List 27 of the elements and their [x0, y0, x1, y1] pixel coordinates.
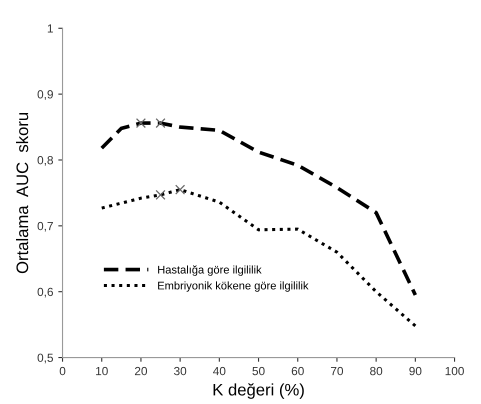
x-tick-label: 0 [60, 366, 66, 376]
y-tick-label: 0,9 [38, 90, 53, 100]
x-tick-label: 60 [292, 366, 304, 376]
line-series [100, 188, 417, 328]
y-tick-label: 0,7 [38, 222, 53, 232]
legend-label: Embriyonik kökene göre ilgililik [158, 281, 309, 292]
legend-label: Hastalığa göre ilgililik [158, 265, 262, 276]
line-series [100, 121, 418, 297]
y-tick-label: 0,8 [38, 156, 53, 166]
point [175, 184, 186, 195]
x-tick-label: 10 [96, 366, 108, 376]
point [156, 190, 166, 200]
x-tick-label: 20 [134, 366, 148, 376]
y-axis-title: Ortalama AUC skoru [16, 112, 28, 274]
y-tick-label: 0,6 [38, 288, 53, 298]
y-tick-label: 1 [48, 24, 53, 33]
y-tick-label: 0,5 [38, 354, 54, 364]
x-tick-label: 70 [330, 366, 344, 376]
x-axis-title: K değeri (%) [214, 383, 304, 399]
point [156, 118, 166, 128]
x-tick-label: 100 [446, 366, 464, 376]
point [136, 118, 146, 128]
x-tick-label: 50 [252, 366, 265, 376]
x-tick-label: 80 [370, 366, 382, 376]
x-tick-label: 40 [213, 366, 226, 376]
x-tick-label: 90 [409, 366, 422, 376]
x-tick-label: 30 [174, 366, 186, 376]
